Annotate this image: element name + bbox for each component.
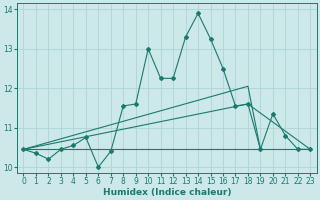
X-axis label: Humidex (Indice chaleur): Humidex (Indice chaleur): [103, 188, 231, 197]
